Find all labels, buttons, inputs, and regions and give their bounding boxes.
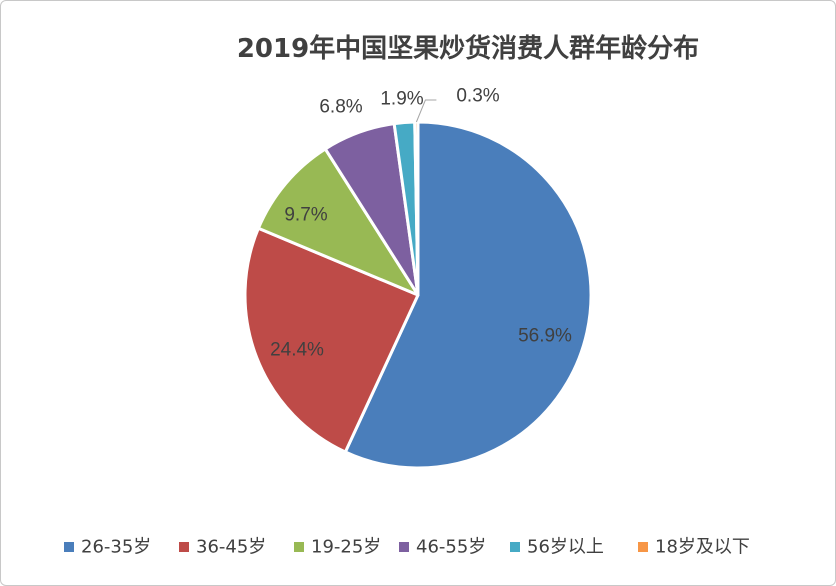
legend-label-4: 46-55岁 [416, 537, 486, 558]
legend-swatch-6 [638, 542, 648, 552]
legend-label-6: 18岁及以下 [655, 537, 750, 558]
data-labels: 56.9% 24.4% 9.7% 6.8% 1.9% 0.3% [270, 86, 572, 361]
data-label-6: 0.3% [456, 86, 499, 107]
legend: 26-35岁 36-45岁 19-25岁 46-55岁 56岁以上 18岁及以下 [64, 537, 750, 558]
legend-item-4: 46-55岁 [399, 537, 486, 558]
legend-label-1: 26-35岁 [81, 537, 151, 558]
data-label-1: 56.9% [518, 326, 572, 347]
data-label-5: 1.9% [380, 89, 423, 110]
chart-title: 2019年中国坚果炒货消费人群年龄分布 [237, 33, 699, 64]
legend-swatch-5 [510, 542, 520, 552]
legend-label-2: 36-45岁 [196, 537, 266, 558]
legend-label-5: 56岁以上 [527, 537, 604, 558]
data-label-2: 24.4% [270, 340, 324, 361]
legend-item-1: 26-35岁 [64, 537, 151, 558]
legend-swatch-3 [294, 542, 304, 552]
data-label-3: 9.7% [284, 205, 327, 226]
leader-lines [415, 99, 437, 123]
legend-item-2: 36-45岁 [179, 537, 266, 558]
pie-slices [243, 120, 593, 470]
pie-slice-3 [256, 147, 420, 297]
legend-label-3: 19-25岁 [311, 537, 381, 558]
pie-slice-6 [413, 120, 420, 297]
data-label-4: 6.8% [319, 97, 362, 118]
pie-slice-2 [243, 226, 420, 454]
legend-item-6: 18岁及以下 [638, 537, 750, 558]
legend-item-5: 56岁以上 [510, 537, 604, 558]
pie-slice-1 [343, 120, 593, 470]
legend-swatch-4 [399, 542, 409, 552]
legend-swatch-2 [179, 542, 189, 552]
legend-item-3: 19-25岁 [294, 537, 381, 558]
leader-line [415, 99, 437, 123]
legend-swatch-1 [64, 542, 74, 552]
